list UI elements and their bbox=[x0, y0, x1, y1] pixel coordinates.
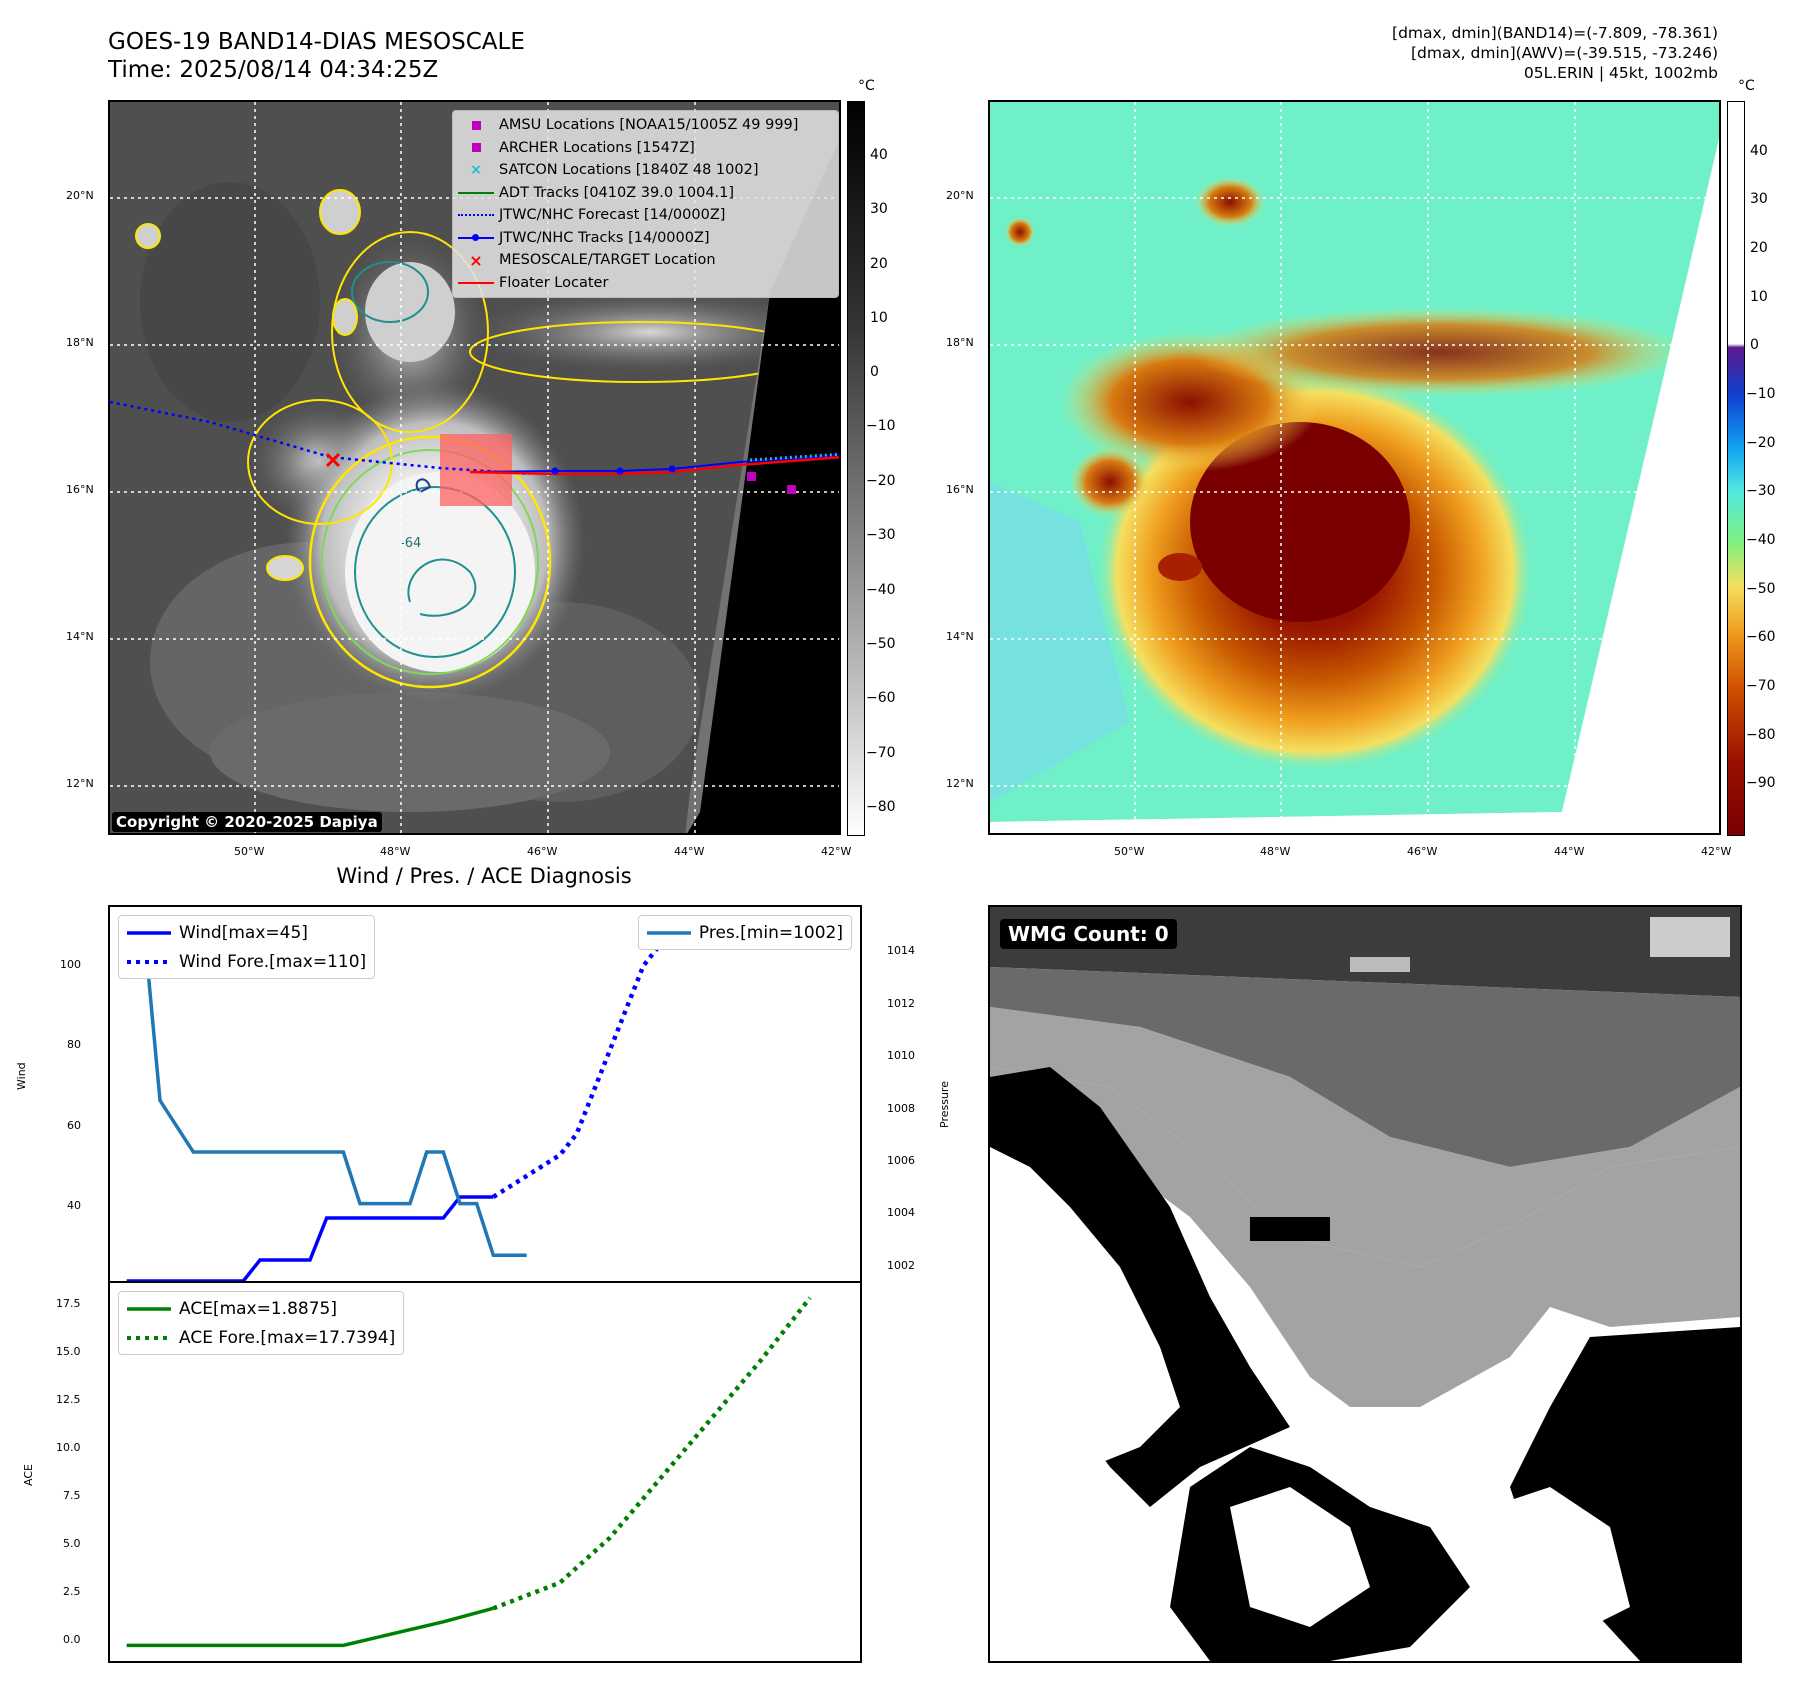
map-legend: AMSU Locations [NOAA15/1005Z 49 999] ARC… bbox=[452, 110, 839, 298]
figure-title: GOES-19 BAND14-DIAS MESOSCALE bbox=[108, 29, 525, 55]
series-line-0 bbox=[126, 1195, 494, 1281]
legend-item-floater: Floater Locater bbox=[453, 272, 838, 295]
contour-label: -64 bbox=[400, 536, 421, 551]
series-line-2 bbox=[126, 918, 527, 1257]
dmax-awv: [dmax, dmin](AWV)=(-39.515, -73.246) bbox=[1411, 44, 1718, 62]
awv-colorbar bbox=[1727, 101, 1745, 836]
figure-time: Time: 2025/08/14 04:34:25Z bbox=[108, 57, 439, 83]
amsu-marker bbox=[747, 472, 756, 481]
ace-legend: ACE[max=1.8875] ACE Fore.[max=17.7394] bbox=[118, 1291, 405, 1355]
series-line-1 bbox=[492, 1296, 812, 1611]
ace-ylabel: ACE bbox=[22, 1464, 35, 1486]
legend-item-archer: ARCHER Locations [1547Z] bbox=[453, 137, 838, 160]
archer-marker bbox=[787, 485, 796, 494]
wind-ylabel: Wind bbox=[15, 1062, 28, 1090]
legend-item-adt: ADT Tracks [0410Z 39.0 1004.1] bbox=[453, 182, 838, 205]
pressure-ylabel: Pressure bbox=[938, 1081, 951, 1128]
awv-map-panel bbox=[988, 100, 1721, 835]
wmg-panel: WMG Count: 0 bbox=[988, 905, 1742, 1663]
adt-track bbox=[749, 452, 839, 462]
dmax-band14: [dmax, dmin](BAND14)=(-7.809, -78.361) bbox=[1392, 24, 1718, 42]
wind-pressure-panel: Wind[max=45] Wind Fore.[max=110] Pres.[m… bbox=[108, 905, 862, 1283]
wmg-count-badge: WMG Count: 0 bbox=[1000, 919, 1177, 949]
ace-chart bbox=[126, 1296, 812, 1648]
floater-track bbox=[469, 456, 839, 476]
legend-item-target: × MESOSCALE/TARGET Location bbox=[469, 250, 716, 270]
storm-info: 05L.ERIN | 45kt, 1002mb bbox=[1523, 64, 1718, 82]
ir-colorbar bbox=[847, 101, 865, 836]
awv-colorbar-unit: °C bbox=[1738, 78, 1755, 94]
legend-item-forecast: JTWC/NHC Forecast [14/0000Z] bbox=[453, 204, 838, 227]
pressure-legend: Pres.[min=1002] bbox=[637, 915, 852, 950]
ir-colorbar-unit: °C bbox=[858, 78, 875, 94]
ir-map-panel: -64 Copyri bbox=[108, 100, 841, 835]
legend-item-tracks: JTWC/NHC Tracks [14/0000Z] bbox=[453, 227, 838, 250]
series-line-0 bbox=[126, 1606, 494, 1648]
target-marker bbox=[325, 452, 341, 468]
series-line-1 bbox=[492, 921, 727, 1199]
ace-panel: ACE[max=1.8875] ACE Fore.[max=17.7394] bbox=[108, 1281, 862, 1663]
awv-gridlines bbox=[990, 102, 1719, 833]
legend-item-amsu: AMSU Locations [NOAA15/1005Z 49 999] bbox=[453, 114, 838, 137]
awv-map-image bbox=[990, 102, 1719, 833]
diagnosis-title: Wind / Pres. / ACE Diagnosis bbox=[336, 864, 632, 888]
copyright-text: Copyright © 2020-2025 Dapiya bbox=[112, 812, 382, 832]
wind-legend: Wind[max=45] Wind Fore.[max=110] bbox=[118, 915, 376, 979]
legend-item-satcon: × SATCON Locations [1840Z 48 1002] bbox=[470, 162, 759, 179]
wmg-image bbox=[990, 907, 1740, 1661]
jtwc-track bbox=[469, 454, 839, 473]
